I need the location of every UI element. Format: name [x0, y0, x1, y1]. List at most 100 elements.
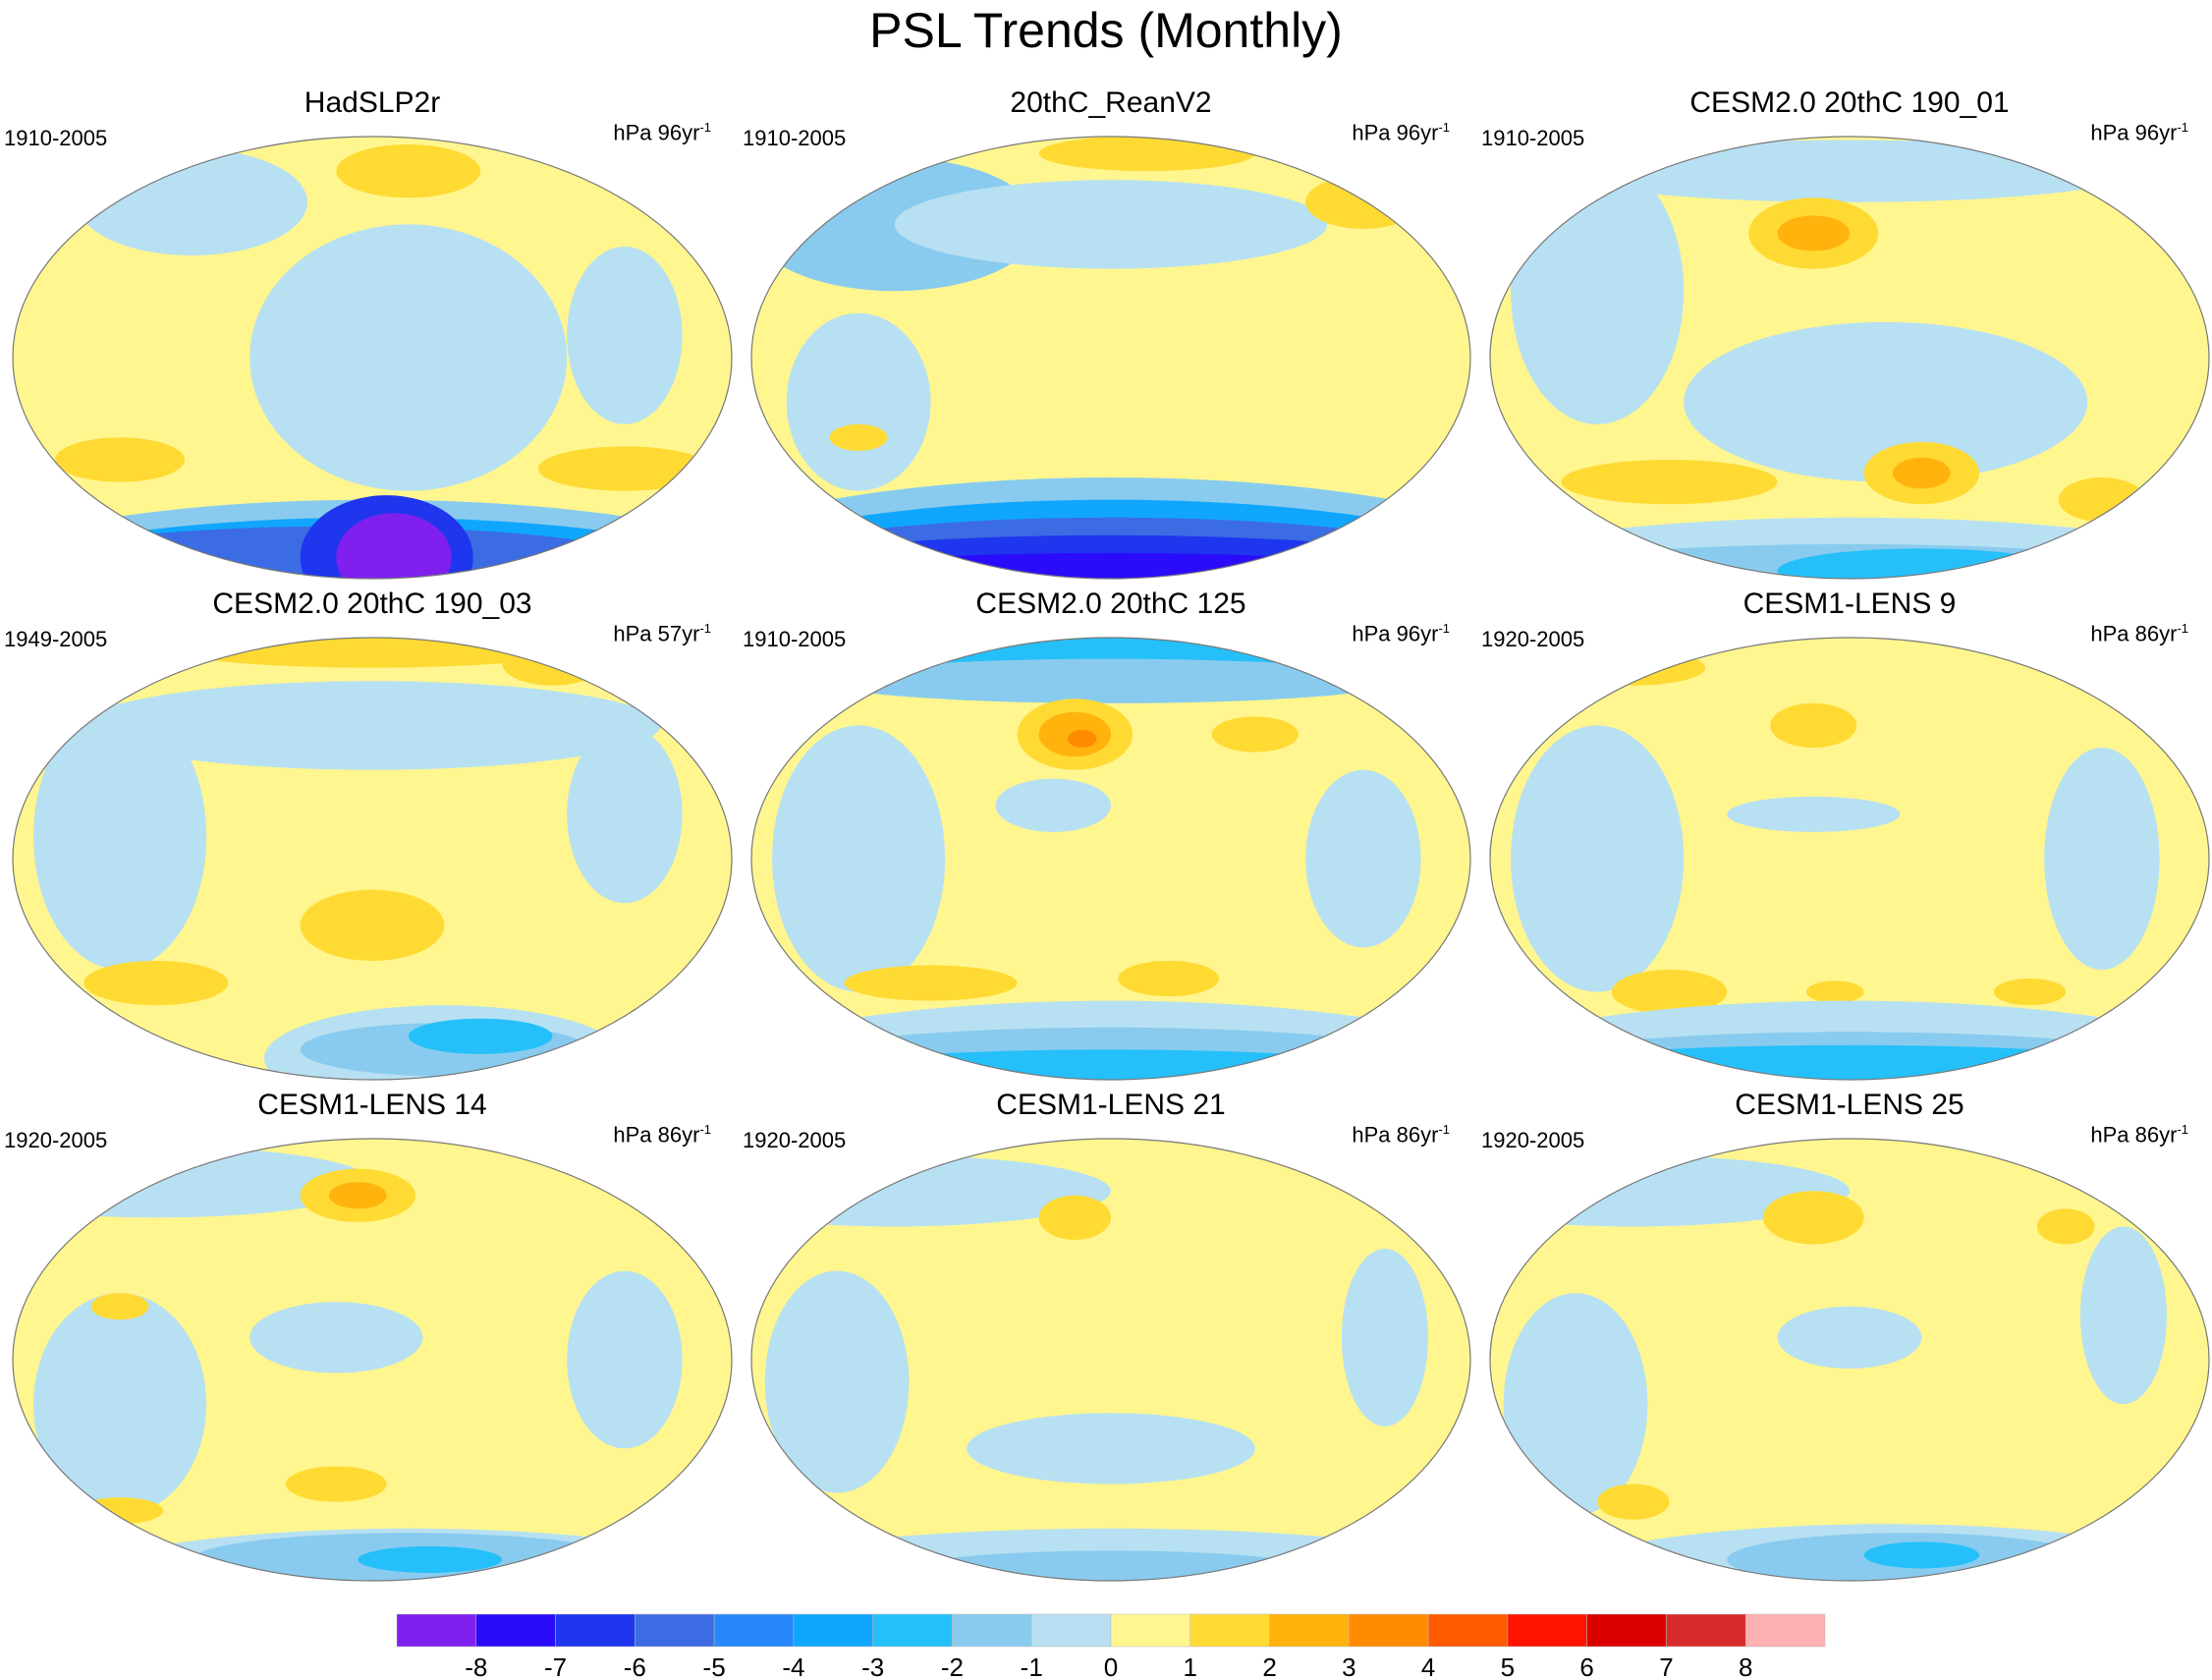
- contour-region: [249, 224, 568, 491]
- panel-units: hPa 96yr-1: [1352, 120, 1450, 145]
- colorbar-swatch: [1030, 1613, 1112, 1648]
- colorbar-tick-label: -2: [941, 1652, 964, 1680]
- units-exponent: -1: [1438, 621, 1450, 636]
- contour-region: [1611, 970, 1728, 1015]
- colorbar-tick-label: -8: [465, 1652, 487, 1680]
- contour-region: [1561, 459, 1778, 505]
- colorbar-tick-label: 7: [1659, 1652, 1673, 1680]
- colorbar-tick-label: 4: [1421, 1652, 1435, 1680]
- colorbar-tick-label: -4: [782, 1652, 804, 1680]
- colorbar-tick-label: 6: [1579, 1652, 1593, 1680]
- contour-region: [502, 641, 603, 686]
- contour-region: [751, 552, 1470, 579]
- colorbar-swatch: [952, 1613, 1032, 1648]
- map-outline: [12, 1138, 733, 1582]
- contour-region: [1777, 1306, 1922, 1370]
- colorbar-swatch: [1269, 1613, 1350, 1648]
- contour-region: [1863, 1541, 1980, 1569]
- colorbar-swatch: [872, 1613, 953, 1648]
- colorbar-tick-label: -5: [703, 1652, 726, 1680]
- units-text: hPa 86yr: [2090, 621, 2178, 646]
- contour-region: [1561, 649, 1706, 686]
- contour-region: [1770, 702, 1857, 748]
- colorbar-tick-label: -7: [544, 1652, 567, 1680]
- panel-period: 1920-2005: [1481, 1128, 1585, 1152]
- colorbar-tick-label: -6: [624, 1652, 646, 1680]
- panel-title: CESM2.0 20thC 125: [975, 588, 1246, 620]
- contour-region: [829, 423, 888, 451]
- contour-region: [1805, 980, 1864, 1003]
- colorbar-tick-label: 1: [1184, 1652, 1197, 1680]
- contour-region: [2036, 1208, 2095, 1245]
- units-exponent: -1: [2177, 120, 2188, 135]
- panel-title: HadSLP2r: [304, 86, 441, 119]
- colorbar-swatch: [793, 1613, 873, 1648]
- contour-region: [77, 148, 307, 256]
- contour-region: [300, 889, 445, 961]
- map-panel: CESM1-LENS 25 1920-2005 hPa 86yr-1: [1481, 1089, 2212, 1590]
- colorbar-swatch: [396, 1613, 477, 1648]
- contour-region: [2044, 748, 2160, 970]
- map-outline: [1489, 1138, 2210, 1582]
- panel-units: hPa 86yr-1: [1352, 1122, 1450, 1148]
- panel-period: 1910-2005: [743, 627, 847, 651]
- contour-region: [33, 702, 207, 970]
- units-exponent: -1: [1438, 120, 1450, 135]
- colorbar-swatch: [1744, 1613, 1826, 1648]
- contour-region: [408, 1018, 553, 1054]
- colorbar-swatch: [713, 1613, 795, 1648]
- units-text: hPa 86yr: [2090, 1122, 2178, 1148]
- figure-title: PSL Trends (Monthly): [869, 3, 1343, 58]
- contour-region: [358, 1545, 503, 1573]
- colorbar-tick-label: 8: [1739, 1652, 1752, 1680]
- panel-units: hPa 96yr-1: [1352, 621, 1450, 646]
- contour-region: [285, 1466, 387, 1502]
- map-field: [750, 136, 1471, 580]
- contour-region: [1503, 1293, 1648, 1516]
- map-outline: [750, 136, 1471, 580]
- panel-units: hPa 96yr-1: [613, 120, 711, 145]
- contour-region: [33, 1293, 207, 1516]
- contour-region: [567, 725, 683, 904]
- contour-region: [155, 638, 589, 668]
- contour-region: [1511, 157, 1685, 424]
- contour-region: [336, 144, 481, 198]
- panel-period: 1920-2005: [1481, 627, 1585, 651]
- colorbar-tick-label: 2: [1262, 1652, 1276, 1680]
- contour-region: [1305, 769, 1421, 948]
- units-text: hPa 86yr: [613, 1122, 700, 1148]
- units-exponent: -1: [699, 120, 711, 135]
- panel-units: hPa 86yr-1: [2090, 1122, 2188, 1148]
- colorbar-swatch: [1427, 1613, 1509, 1648]
- contour-region: [1893, 457, 1951, 489]
- contour-region: [995, 778, 1111, 832]
- units-exponent: -1: [1438, 1122, 1450, 1137]
- panel-title: CESM2.0 20thC 190_01: [1689, 86, 2010, 119]
- panel-title: CESM1-LENS 25: [1735, 1089, 1964, 1121]
- colorbar-swatch: [475, 1613, 556, 1648]
- contour-region: [1762, 1191, 1864, 1245]
- panel-title: CESM1-LENS 14: [257, 1089, 487, 1121]
- contour-region: [1511, 725, 1685, 992]
- map-field: [750, 1138, 1471, 1582]
- contour-region: [751, 1049, 1470, 1080]
- map-field: [12, 1138, 733, 1582]
- colorbar-swatch: [1189, 1613, 1270, 1648]
- map-field: [1489, 136, 2210, 580]
- contour-region: [537, 446, 711, 491]
- map-field: [750, 637, 1471, 1081]
- colorbar-tick-label: 5: [1501, 1652, 1515, 1680]
- colorbar-swatch: [1110, 1613, 1191, 1648]
- contour-region: [55, 437, 186, 482]
- map-panel: CESM2.0 20thC 190_03 1949-2005 hPa 57yr-…: [4, 588, 741, 1089]
- colorbar-swatch: [1507, 1613, 1587, 1648]
- panel-units: hPa 86yr-1: [613, 1122, 711, 1148]
- contour-region: [1597, 1484, 1670, 1520]
- units-exponent: -1: [2177, 1122, 2188, 1137]
- colorbar-tick-label: 0: [1104, 1652, 1118, 1680]
- units-exponent: -1: [699, 621, 711, 636]
- map-field: [12, 136, 733, 580]
- colorbar-swatch: [1349, 1613, 1429, 1648]
- panel-title: 20thC_ReanV2: [1010, 86, 1212, 119]
- panel-period: 1949-2005: [4, 627, 108, 651]
